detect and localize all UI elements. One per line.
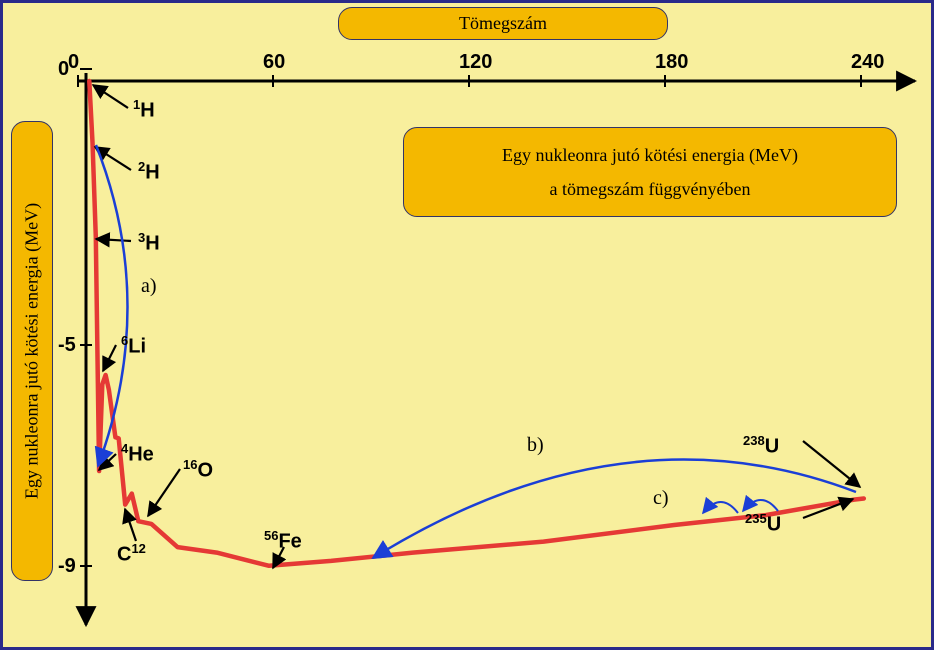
annotation-c: c) [653,487,669,510]
y-tick-label: 0 [58,58,69,81]
y-tick-label: -9 [58,555,76,578]
isotope-label: 1H [133,97,155,123]
annotation-a: a) [141,275,157,298]
isotope-label: 56Fe [264,528,302,554]
binding-energy-chart: Tömegszám Egy nukleonra jutó kötési ener… [0,0,934,650]
isotope-label: 3H [138,230,160,256]
isotope-label: 6Li [121,333,146,359]
y-tick-label: -5 [58,334,76,357]
x-tick-label: 60 [263,51,285,74]
isotope-label: C12 [117,541,146,567]
isotope-label: 235U [745,511,781,537]
isotope-label: 4He [121,441,154,467]
x-tick-label: 120 [459,51,492,74]
annotation-b: b) [527,434,544,457]
x-tick-label: 180 [655,51,688,74]
x-tick-label: 240 [851,51,884,74]
isotope-label: 238U [743,433,779,459]
isotope-label: 16O [183,457,213,483]
isotope-label: 2H [138,159,160,185]
x-tick-label: 0 [68,51,79,74]
